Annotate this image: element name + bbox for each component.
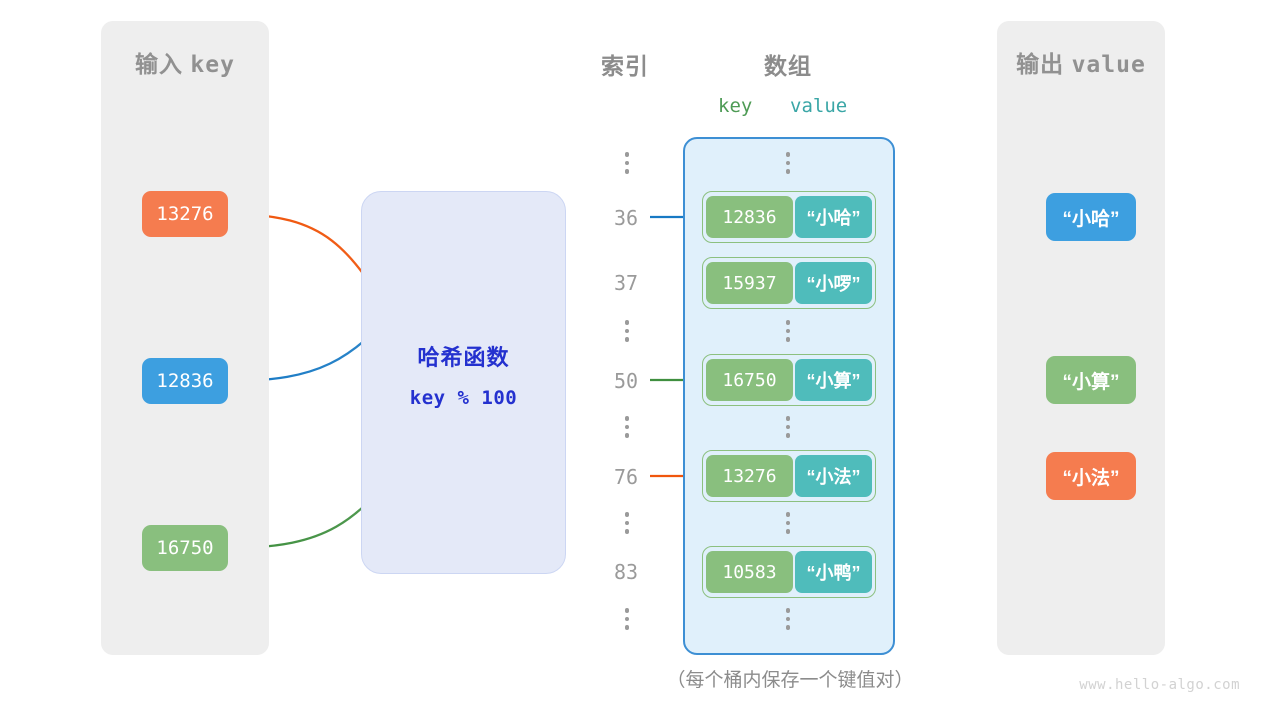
array-ellipsis-3 — [781, 512, 795, 534]
input-panel-title: 输入 key — [101, 45, 269, 79]
bucket-83-key: 10583 — [706, 551, 793, 593]
bucket-83-value: “小鸭” — [794, 551, 872, 593]
array-subheading-value: value — [790, 95, 848, 117]
bucket-50[interactable]: 16750 “小算” — [702, 354, 876, 406]
index-label-83: 83 — [613, 560, 639, 584]
bucket-caption: （每个桶内保存一个键值对） — [666, 670, 914, 691]
output-value-xiaoha[interactable]: “小哈” — [1046, 193, 1136, 241]
array-ellipsis-1 — [781, 320, 795, 342]
output-title-mono: value — [1071, 52, 1146, 78]
bucket-76-key: 13276 — [706, 455, 793, 497]
array-ellipsis-top — [781, 152, 795, 174]
bucket-37[interactable]: 15937 “小啰” — [702, 257, 876, 309]
index-ellipsis-1 — [620, 320, 634, 342]
output-value-xiaofa[interactable]: “小法” — [1046, 452, 1136, 500]
array-ellipsis-bottom — [781, 608, 795, 630]
index-ellipsis-bottom — [620, 608, 634, 630]
bucket-76-value: “小法” — [794, 455, 872, 497]
array-subheading-key: key — [718, 95, 753, 117]
input-title-cn: 输入 — [135, 51, 184, 77]
bucket-36-value: “小哈” — [794, 196, 872, 238]
input-key-12836[interactable]: 12836 — [142, 358, 228, 404]
hash-function-title: 哈希函数 — [417, 345, 510, 370]
index-label-76: 76 — [613, 465, 639, 489]
bucket-36-key: 12836 — [706, 196, 793, 238]
bucket-50-key: 16750 — [706, 359, 793, 401]
bucket-76[interactable]: 13276 “小法” — [702, 450, 876, 502]
input-title-mono: key — [190, 52, 235, 78]
hash-function-formula: key % 100 — [409, 387, 518, 409]
bucket-36[interactable]: 12836 “小哈” — [702, 191, 876, 243]
bucket-50-value: “小算” — [794, 359, 872, 401]
array-ellipsis-2 — [781, 416, 795, 438]
index-column-heading: 索引 — [601, 53, 649, 79]
output-panel: 输出 value — [997, 21, 1165, 655]
index-ellipsis-3 — [620, 512, 634, 534]
hash-function-box: 哈希函数 key % 100 — [361, 191, 566, 574]
array-column-heading: 数组 — [764, 53, 812, 79]
output-value-xiaosuan[interactable]: “小算” — [1046, 356, 1136, 404]
output-title-cn: 输出 — [1016, 51, 1065, 77]
index-label-37: 37 — [613, 271, 639, 295]
bucket-37-key: 15937 — [706, 262, 793, 304]
index-label-36: 36 — [613, 206, 639, 230]
index-ellipsis-top — [620, 152, 634, 174]
input-key-16750[interactable]: 16750 — [142, 525, 228, 571]
output-panel-title: 输出 value — [997, 45, 1165, 79]
watermark: www.hello-algo.com — [1079, 677, 1240, 693]
index-label-50: 50 — [613, 369, 639, 393]
input-key-13276[interactable]: 13276 — [142, 191, 228, 237]
bucket-83[interactable]: 10583 “小鸭” — [702, 546, 876, 598]
bucket-37-value: “小啰” — [794, 262, 872, 304]
index-ellipsis-2 — [620, 416, 634, 438]
